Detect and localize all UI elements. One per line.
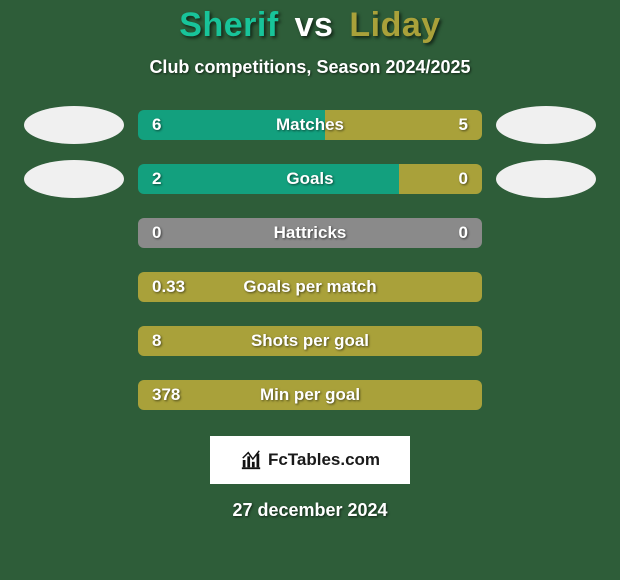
stat-bar: 378 Min per goal [138,380,482,410]
subtitle: Club competitions, Season 2024/2025 [149,57,470,78]
player2-badge [496,160,596,198]
stat-bar: 8 Shots per goal [138,326,482,356]
player1-badge [24,106,124,144]
chart-icon [240,449,262,471]
stat-value-right: 0 [459,223,468,243]
stat-bar: 6 5 Matches [138,110,482,140]
title-player2: Liday [349,6,440,44]
player1-badge [24,160,124,198]
stat-row: 6 5 Matches [14,106,606,144]
stat-bar: 0 0 Hattricks [138,218,482,248]
bar-fill-left [138,164,399,194]
brand-text: FcTables.com [268,450,380,470]
brand-badge[interactable]: FcTables.com [210,436,410,484]
stat-value-left: 2 [152,169,161,189]
stat-rows: 6 5 Matches 2 0 Goals 0 0 Hattricks 0.33 Goals per… [14,78,606,414]
stat-label: Hattricks [274,223,347,243]
stat-row: 8 Shots per goal [14,322,606,360]
stat-value-left: 0.33 [152,277,185,297]
stat-value-left: 6 [152,115,161,135]
stat-label: Goals [286,169,333,189]
stat-row: 2 0 Goals [14,160,606,198]
title-vs: vs [295,6,334,44]
stat-value-right: 5 [459,115,468,135]
stat-value-left: 0 [152,223,161,243]
stat-value-right: 0 [459,169,468,189]
page-title: Sherif vs Liday [179,6,440,45]
stat-row: 378 Min per goal [14,376,606,414]
stat-bar: 2 0 Goals [138,164,482,194]
stat-label: Shots per goal [251,331,369,351]
stat-row: 0.33 Goals per match [14,268,606,306]
stat-bar: 0.33 Goals per match [138,272,482,302]
player2-badge [496,106,596,144]
stat-value-left: 8 [152,331,161,351]
stat-value-left: 378 [152,385,180,405]
title-player1: Sherif [179,6,278,44]
stat-label: Goals per match [243,277,376,297]
stat-label: Matches [276,115,344,135]
date: 27 december 2024 [232,500,387,521]
bar-fill-right [399,164,482,194]
content: Sherif vs Liday Club competitions, Seaso… [0,0,620,580]
stat-label: Min per goal [260,385,360,405]
stat-row: 0 0 Hattricks [14,214,606,252]
